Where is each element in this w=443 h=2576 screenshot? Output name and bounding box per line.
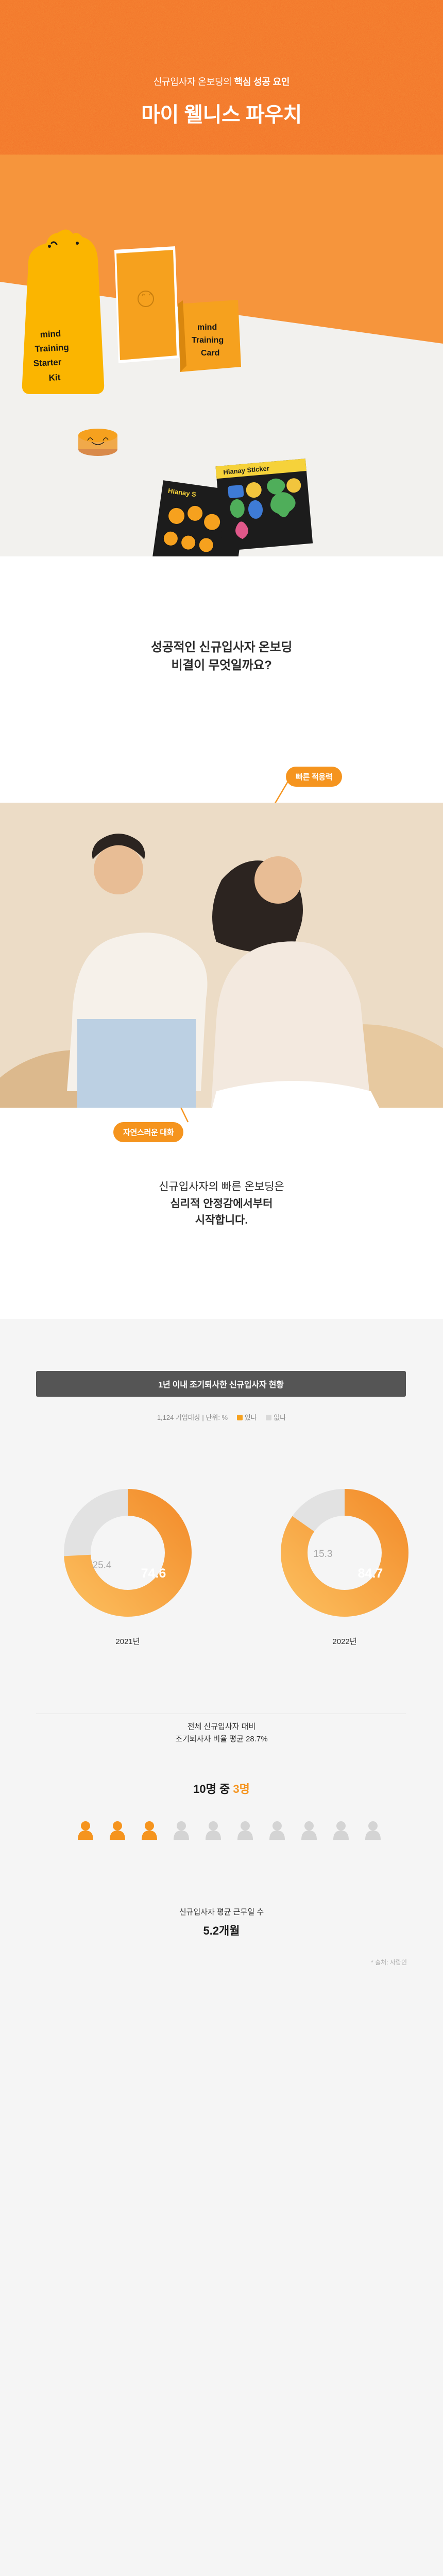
svg-text:74.6: 74.6 bbox=[141, 1566, 166, 1581]
svg-text:Starter: Starter bbox=[33, 357, 62, 368]
svg-text:Training: Training bbox=[35, 343, 69, 354]
svg-text:mind: mind bbox=[40, 329, 61, 340]
svg-text:Kit: Kit bbox=[48, 372, 61, 383]
svg-text:15.3: 15.3 bbox=[314, 1549, 333, 1560]
svg-text:84.7: 84.7 bbox=[358, 1566, 383, 1581]
svg-text:25.4: 25.4 bbox=[93, 1560, 112, 1571]
svg-text:Card: Card bbox=[201, 349, 219, 358]
svg-text:mind: mind bbox=[197, 323, 217, 332]
svg-text:Training: Training bbox=[192, 336, 224, 345]
